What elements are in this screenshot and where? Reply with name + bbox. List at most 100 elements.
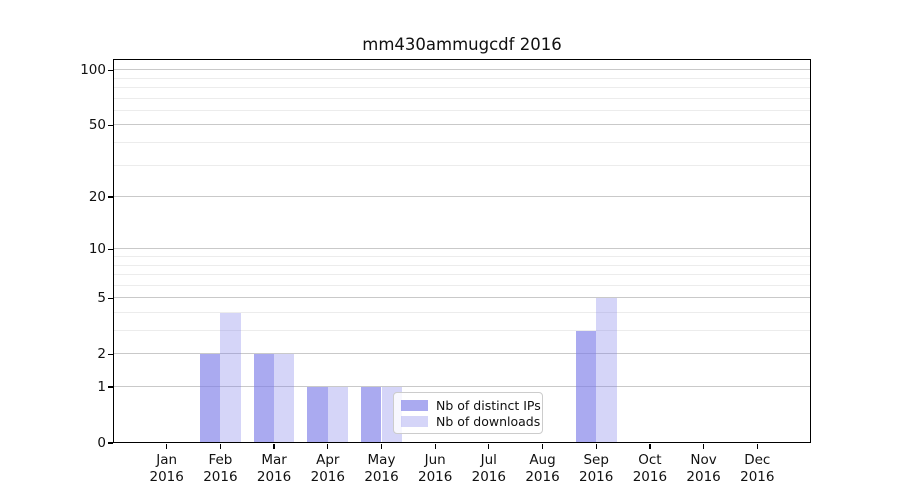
x-tick-year: 2016 [632,469,668,485]
bar-downloads [274,354,295,443]
minor-gridline [113,109,811,111]
y-tick-label: 100 [80,61,106,78]
major-gridline [113,69,811,71]
x-tick-mark [380,444,383,449]
x-tick-year: 2016 [579,469,614,485]
x-tick-month: May [367,452,396,468]
major-gridline [113,248,811,250]
x-tick-mark [327,444,329,449]
minor-gridline [113,164,811,166]
bar-distinct-ips [200,354,221,443]
x-tick-mark [649,444,651,449]
y-tick-mark [108,69,113,71]
plot-area [113,59,811,443]
major-gridline [113,124,811,126]
x-tick-month: Jan [156,452,178,468]
x-tick-month: Oct [638,452,662,468]
y-tick-label: 1 [97,378,106,395]
x-tick-year: 2016 [310,469,345,485]
x-tick-mark [488,444,490,449]
y-tick-label: 0 [97,434,106,451]
chart-title: mm430ammugcdf 2016 [362,35,562,54]
x-tick-year: 2016 [256,469,292,485]
x-tick-year: 2016 [471,469,506,485]
y-tick-label: 20 [88,188,106,205]
major-gridline [113,386,811,387]
y-tick-mark [108,353,113,355]
x-tick-label: Aug 2016 [511,452,575,486]
x-tick-mark [434,444,436,449]
legend-label-downloads: Nb of downloads [436,413,541,429]
x-tick-label: Dec 2016 [725,452,789,486]
y-tick-mark [108,386,113,388]
x-tick-label: Feb 2016 [188,452,252,486]
major-gridline [113,297,811,299]
x-tick-mark [166,444,168,449]
legend-label-distinct-ips: Nb of distinct IPs [436,397,541,413]
x-tick-year: 2016 [203,469,238,485]
bar-distinct-ips [575,331,597,443]
legend-item-downloads: Nb of downloads [401,413,540,429]
x-tick-year: 2016 [740,469,775,485]
x-tick-year: 2016 [149,469,184,485]
minor-gridline [113,256,811,257]
major-gridline [113,196,811,198]
bar-downloads [220,313,241,443]
minor-gridline [113,312,811,313]
bar-distinct-ips [361,387,382,443]
x-tick-year: 2016 [418,469,453,485]
y-tick-mark [108,248,113,250]
x-tick-month: Sep [583,452,609,468]
y-tick-mark [108,124,113,127]
x-tick-label: Nov 2016 [672,452,736,486]
minor-gridline [113,284,811,286]
minor-gridline [113,87,811,88]
x-tick-label: Sep 2016 [564,452,628,486]
x-tick-mark [702,444,705,449]
x-tick-mark [541,444,544,449]
x-tick-month: Jul [480,452,497,468]
x-tick-month: Jun [424,452,446,468]
y-tick-mark [108,442,113,444]
x-tick-mark [756,444,758,449]
x-tick-mark [273,444,275,449]
minor-gridline [113,142,811,143]
x-tick-label: Mar 2016 [242,452,306,486]
x-tick-year: 2016 [686,469,721,485]
distinct-ips-swatch-icon [401,399,428,411]
x-tick-mark [219,444,222,449]
bar-distinct-ips [253,354,275,443]
x-tick-month: Mar [261,452,287,468]
x-tick-month: Aug [529,452,556,468]
legend-item-distinct-ips: Nb of distinct IPs [401,397,541,413]
y-tick-mark [108,196,113,198]
x-tick-month: Apr [316,452,340,468]
y-tick-label: 10 [88,240,106,257]
legend: Nb of distinct IPs Nb of downloads [393,392,543,434]
x-tick-month: Nov [690,452,717,468]
bar-downloads [327,387,349,443]
minor-gridline [113,77,811,79]
x-tick-label: Jul 2016 [457,452,521,486]
minor-gridline [113,264,811,266]
x-tick-year: 2016 [364,469,399,485]
x-tick-label: Jan 2016 [135,452,199,486]
x-tick-month: Feb [208,452,233,468]
y-tick-label: 2 [97,345,106,362]
x-tick-year: 2016 [525,469,560,485]
x-tick-label: Apr 2016 [296,452,360,486]
minor-gridline [113,274,811,275]
bar-downloads [596,298,617,443]
minor-gridline [113,97,811,99]
bar-distinct-ips [307,387,328,443]
x-tick-label: May 2016 [350,452,414,486]
x-tick-label: Jun 2016 [403,452,467,486]
x-tick-month: Dec [744,452,771,468]
y-tick-mark [108,297,113,299]
minor-gridline [113,330,811,331]
x-tick-label: Oct 2016 [618,452,682,486]
major-gridline [113,353,811,355]
x-tick-mark [595,444,597,449]
y-tick-label: 5 [97,289,106,306]
